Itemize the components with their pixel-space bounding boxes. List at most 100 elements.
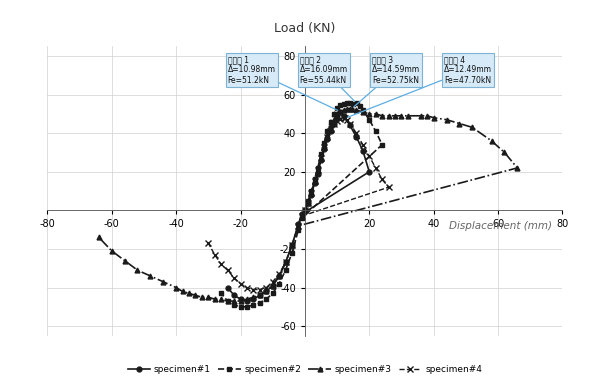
Text: 실험체 3
Δ=14.59mm
Fe=52.75kN: 실험체 3 Δ=14.59mm Fe=52.75kN [354,55,420,107]
specimen#2 [298,216,305,220]
specimen#4 [224,268,231,273]
specimen#3 [385,113,392,118]
specimen#2 [379,142,386,147]
specimen#1 [304,200,311,205]
Text: 실험체 4
Δ=12.49mm
Fe=47.70kN: 실험체 4 Δ=12.49mm Fe=47.70kN [348,55,492,117]
specimen#3 [95,235,102,240]
specimen#4 [333,118,340,123]
specimen#2 [317,152,324,157]
specimen#3 [269,283,276,288]
specimen#4 [301,208,308,213]
specimen#2 [256,301,263,305]
specimen#4 [321,144,328,149]
specimen#4 [366,154,373,159]
specimen#4 [304,200,311,205]
specimen#1 [324,137,331,141]
specimen#1 [311,181,318,186]
specimen#2 [366,117,373,122]
specimen#1 [366,169,373,174]
specimen#4 [342,116,349,120]
specimen#4 [269,279,276,284]
specimen#2 [350,102,357,107]
specimen#4 [311,179,318,184]
specimen#1 [321,146,328,151]
specimen#1 [288,243,295,247]
specimen#2 [237,305,244,309]
Text: 실험체 2
Δ=16.09mm
Fe=55.44kN: 실험체 2 Δ=16.09mm Fe=55.44kN [300,55,355,102]
specimen#2 [263,297,270,301]
specimen#1 [295,222,302,226]
specimen#2 [250,303,257,307]
specimen#1 [327,129,334,134]
Line: specimen#2: specimen#2 [219,101,385,309]
specimen#1 [224,285,231,290]
specimen#4 [250,287,257,292]
specimen#4 [330,121,337,126]
specimen#4 [298,214,305,218]
Text: Load (KN): Load (KN) [274,22,336,35]
specimen#1 [269,283,276,288]
specimen#1 [301,208,308,213]
specimen#4 [237,281,244,286]
specimen#1 [314,171,321,176]
specimen#4 [343,117,350,122]
specimen#2 [359,108,366,112]
specimen#2 [224,299,231,303]
specimen#4 [295,223,302,228]
Text: 실험체 1
Δ=10.98mm
Fe=51.2kN: 실험체 1 Δ=10.98mm Fe=51.2kN [227,55,337,110]
specimen#3 [301,208,308,213]
specimen#4 [243,285,250,290]
specimen#4 [263,285,270,290]
specimen#1 [275,274,283,278]
specimen#4 [359,142,366,147]
specimen#4 [282,260,289,265]
specimen#2 [330,112,337,116]
specimen#3 [379,113,386,118]
specimen#2 [282,268,289,273]
specimen#2 [372,129,379,134]
specimen#2 [353,101,360,106]
specimen#4 [288,243,295,247]
specimen#2 [230,303,237,307]
specimen#4 [372,166,379,170]
specimen#1 [282,260,289,265]
specimen#2 [343,101,350,106]
specimen#2 [340,102,347,107]
specimen#1 [256,293,263,298]
specimen#3 [333,112,340,116]
specimen#4 [337,117,344,121]
specimen#4 [211,252,218,257]
specimen#4 [275,272,283,276]
specimen#1 [340,113,347,118]
specimen#1 [346,123,353,128]
specimen#1 [263,289,270,294]
specimen#1 [359,148,366,153]
specimen#4 [346,121,353,126]
specimen#4 [385,185,392,190]
specimen#1 [353,135,360,139]
specimen#4 [230,276,237,280]
Text: Displacement (mm): Displacement (mm) [449,221,552,231]
specimen#2 [295,227,302,232]
specimen#2 [321,141,328,145]
specimen#4 [324,135,331,139]
specimen#4 [218,262,225,267]
specimen#2 [314,166,321,170]
specimen#1 [337,109,344,114]
specimen#2 [269,291,276,296]
specimen#2 [308,189,315,193]
specimen#4 [340,116,347,120]
specimen#2 [301,208,308,213]
specimen#4 [256,287,263,292]
specimen#1 [298,212,305,217]
specimen#4 [314,168,321,172]
specimen#2 [304,198,311,203]
specimen#1 [230,293,237,298]
specimen#1 [237,297,244,301]
specimen#1 [250,297,257,301]
specimen#1 [243,299,250,303]
specimen#1 [333,115,340,120]
specimen#2 [243,305,250,309]
specimen#4 [327,127,334,132]
specimen#4 [379,177,386,182]
